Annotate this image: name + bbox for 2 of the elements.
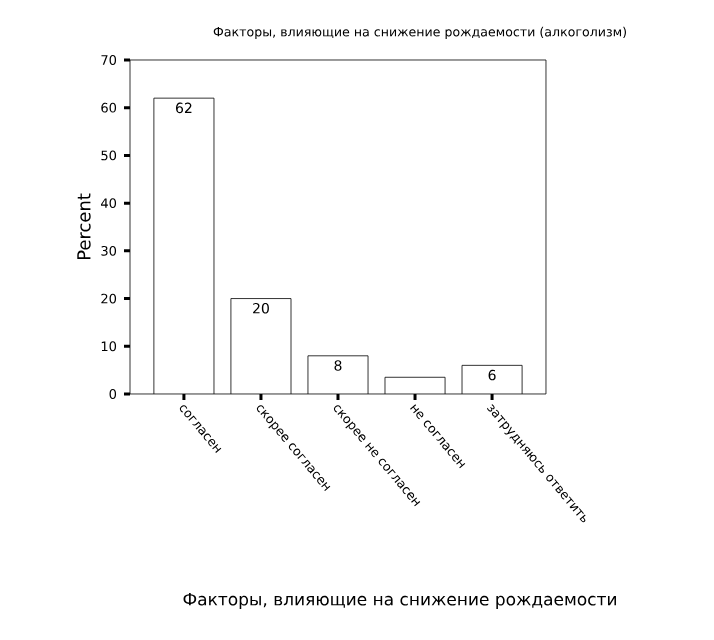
x-axis-title: Факторы, влияющие на снижение рождаемости xyxy=(183,592,616,609)
y-axis-title: Percent xyxy=(77,193,91,260)
